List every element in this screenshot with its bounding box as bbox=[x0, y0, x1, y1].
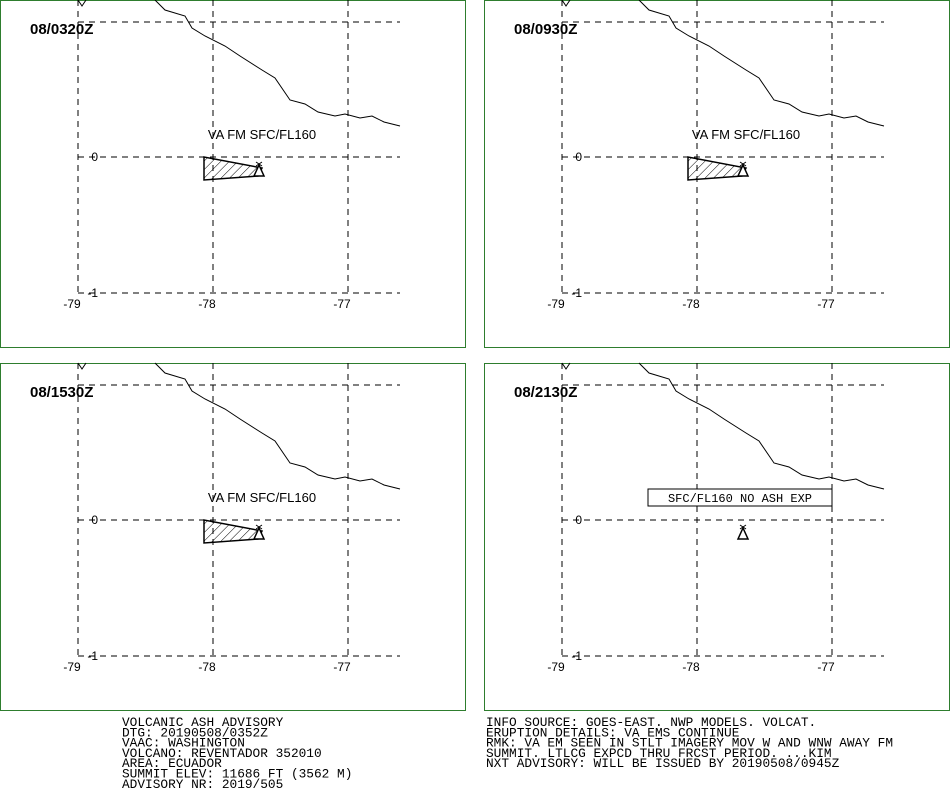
lon-label: -77 bbox=[817, 297, 835, 311]
advisory-line: ADVISORY NR: 2019/505 bbox=[122, 777, 283, 792]
advisory-line: NXT ADVISORY: WILL BE ISSUED BY 20190508… bbox=[486, 756, 840, 771]
volcano-plume bbox=[739, 524, 747, 530]
volcano-plume bbox=[255, 524, 263, 530]
lat-label: 0 bbox=[91, 150, 98, 164]
ash-label: VA FM SFC/FL160 bbox=[208, 127, 316, 142]
label-box bbox=[647, 488, 833, 507]
volcano-icon bbox=[252, 526, 266, 540]
advisory-line: SUMMIT. LTLCG EXPCD THRU FRCST PERIOD. .… bbox=[486, 746, 832, 761]
coastline bbox=[638, 362, 885, 490]
lat-label: 0 bbox=[575, 513, 582, 527]
lon-label: -79 bbox=[547, 660, 565, 674]
advisory-line: SUMMIT ELEV: 11686 FT (3562 M) bbox=[122, 767, 352, 782]
advisory-line: ERUPTION DETAILS: VA EMS CONTINUE bbox=[486, 725, 740, 740]
valid-time: 08/2130Z bbox=[514, 384, 577, 401]
map-panel: -79 -78 -77 0 -1 08/0930Z VA FM SFC/FL160 bbox=[484, 0, 950, 348]
advisory-line: AREA: ECUADOR bbox=[122, 756, 222, 771]
panel-border bbox=[484, 363, 950, 711]
volcano-icon bbox=[736, 526, 750, 540]
no-ash-label: SFC/FL160 NO ASH EXP bbox=[668, 492, 812, 506]
panel-border bbox=[0, 0, 466, 348]
lon-label: -78 bbox=[198, 660, 216, 674]
volcano-icon bbox=[252, 163, 266, 177]
lon-label: -79 bbox=[547, 297, 565, 311]
lon-label: -79 bbox=[63, 660, 81, 674]
map-panel: -79 -78 -77 0 -1 08/0320Z VA FM SFC/FL160 bbox=[0, 0, 466, 348]
coastline bbox=[638, 0, 885, 127]
coastline bbox=[561, 362, 571, 370]
panel-border bbox=[0, 363, 466, 711]
ash-label: VA FM SFC/FL160 bbox=[208, 490, 316, 505]
advisory-line: INFO SOURCE: GOES-EAST. NWP MODELS. VOLC… bbox=[486, 715, 816, 730]
lon-label: -78 bbox=[682, 660, 700, 674]
volcano-plume bbox=[739, 161, 747, 167]
lon-label: -77 bbox=[333, 660, 351, 674]
lon-label: -78 bbox=[682, 297, 700, 311]
advisory-line: VAAC: WASHINGTON bbox=[122, 736, 245, 751]
map-panel: -79 -78 -77 0 -1 08/2130Z SFC/FL160 NO ASH EXP bbox=[484, 362, 950, 711]
coastline bbox=[154, 362, 401, 490]
lat-label: 0 bbox=[575, 150, 582, 164]
lat-label: -1 bbox=[571, 286, 582, 300]
coastline bbox=[77, 0, 87, 7]
lon-label: -77 bbox=[817, 660, 835, 674]
lon-label: -79 bbox=[63, 297, 81, 311]
advisory-line: VOLCANO: REVENTADOR 352010 bbox=[122, 746, 322, 761]
volcano-plume bbox=[255, 161, 263, 167]
lat-label: -1 bbox=[571, 649, 582, 663]
map-panel: -79 -78 -77 0 -1 08/1530Z VA FM SFC/FL160 bbox=[0, 362, 466, 711]
valid-time: 08/1530Z bbox=[30, 384, 93, 401]
advisory-line: VOLCANIC ASH ADVISORY bbox=[122, 715, 284, 730]
advisory-line: RMK: VA EM SEEN IN STLT IMAGERY MOV W AN… bbox=[486, 736, 893, 751]
ash-label: VA FM SFC/FL160 bbox=[692, 127, 800, 142]
valid-time: 08/0320Z bbox=[30, 21, 93, 38]
coastline bbox=[561, 0, 571, 7]
volcano-icon bbox=[736, 163, 750, 177]
coastline bbox=[154, 0, 401, 127]
lat-label: 0 bbox=[91, 513, 98, 527]
lat-label: -1 bbox=[87, 286, 98, 300]
advisory-line: DTG: 20190508/0352Z bbox=[122, 725, 268, 740]
valid-time: 08/0930Z bbox=[514, 21, 577, 38]
lat-label: -1 bbox=[87, 649, 98, 663]
lon-label: -77 bbox=[333, 297, 351, 311]
coastline bbox=[77, 362, 87, 370]
lon-label: -78 bbox=[198, 297, 216, 311]
